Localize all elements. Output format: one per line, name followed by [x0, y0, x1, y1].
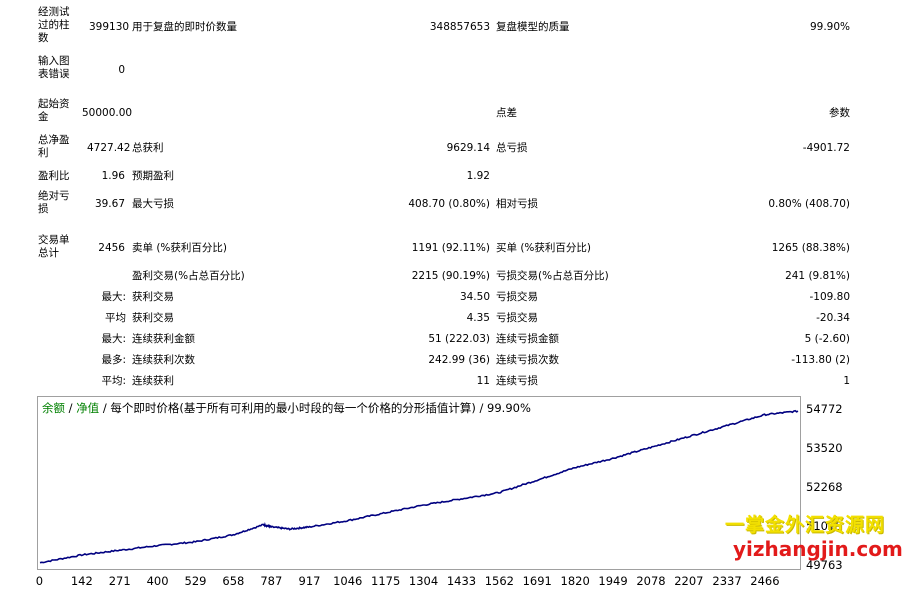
profit-factor-label: 盈利比	[38, 170, 70, 182]
spread-label: 点差	[496, 107, 517, 119]
x-tick-label: 658	[222, 574, 245, 588]
win-trades-value: 2215 (90.19%)	[411, 270, 490, 282]
gross-profit-label: 总获利	[132, 142, 164, 154]
chart-legend: 余额 / 净值 / 每个即时价格(基于所有可利用的最小时段的每一个价格的分形插值…	[42, 400, 531, 416]
y-tick-label: 52268	[806, 480, 843, 494]
stat-row-value: 51 (222.03)	[428, 333, 490, 345]
net-profit-label: 总净盈利	[38, 134, 70, 159]
legend-balance: 余额	[42, 401, 65, 415]
stat-row-label: 亏损交易	[496, 312, 538, 324]
x-tick-label: 1433	[446, 574, 477, 588]
legend-equity: 净值	[76, 401, 100, 415]
stat-row-prefix: 最大:	[101, 291, 126, 303]
x-tick-label: 2337	[712, 574, 742, 588]
y-tick-label: 49763	[806, 558, 843, 572]
long-trades-label: 买单 (%获利百分比)	[496, 242, 592, 254]
y-tick-label: 53520	[806, 441, 843, 455]
short-trades-label: 卖单 (%获利百分比)	[132, 242, 228, 254]
short-trades-value: 1191 (92.11%)	[411, 242, 490, 254]
deposit-label: 起始资金	[38, 98, 70, 123]
stat-row-label: 亏损交易	[496, 291, 538, 303]
payoff-value: 1.92	[466, 170, 490, 182]
payoff-label: 预期盈利	[132, 170, 174, 182]
rel-drawdown-label: 相对亏损	[496, 198, 538, 210]
stat-row-label: 连续获利金额	[132, 333, 195, 345]
stat-row-prefix: 平均:	[101, 375, 126, 387]
x-tick-label: 917	[298, 574, 321, 588]
abs-drawdown-label: 绝对亏损	[38, 190, 70, 215]
y-tick-label: 51015	[806, 519, 843, 533]
balance-chart-svg	[39, 409, 799, 564]
x-tick-label: 2466	[750, 574, 780, 588]
bars-value: 399130	[89, 21, 130, 33]
stat-row-label: 连续获利	[132, 375, 174, 387]
stat-row-label: 连续亏损金额	[496, 333, 559, 345]
stat-row-label: 连续亏损次数	[496, 354, 559, 366]
max-drawdown-value: 408.70 (0.80%)	[408, 198, 490, 210]
x-tick-label: 529	[184, 574, 207, 588]
deposit-value: 50000.00	[82, 107, 133, 119]
errors-label: 输入图表错误	[38, 55, 70, 80]
total-trades-label: 交易单总计	[38, 234, 70, 259]
balance-line	[39, 409, 799, 564]
stat-row-value: 11	[476, 375, 490, 387]
x-tick-label: 1304	[408, 574, 439, 588]
stat-row-value: -20.34	[816, 312, 850, 324]
net-profit-value: 4727.42	[87, 142, 131, 154]
profit-factor-value: 1.96	[101, 170, 125, 182]
legend-description: / 每个即时价格(基于所有可利用的最小时段的每一个价格的分形插值计算) / 99…	[99, 401, 531, 415]
x-tick-label: 787	[260, 574, 283, 588]
stat-row-value: 34.50	[459, 291, 490, 303]
stat-row-value: 4.35	[466, 312, 490, 324]
x-tick-label: 1949	[598, 574, 628, 588]
gross-loss-value: -4901.72	[802, 142, 850, 154]
stat-row-value: -109.80	[809, 291, 850, 303]
x-tick-label: 1562	[484, 574, 514, 588]
stat-row-prefix: 最多:	[101, 354, 126, 366]
x-tick-label: 2207	[674, 574, 704, 588]
x-tick-label: 271	[108, 574, 131, 588]
stat-row-label: 连续亏损	[496, 375, 538, 387]
x-tick-label: 1175	[371, 574, 401, 588]
gross-profit-value: 9629.14	[446, 142, 490, 154]
x-tick-label: 142	[70, 574, 93, 588]
x-tick-label: 2078	[636, 574, 666, 588]
bars-label: 经测试过的柱数	[38, 6, 70, 44]
ticks-value: 348857653	[429, 21, 490, 33]
stat-row-prefix: 平均	[105, 312, 126, 324]
ticks-label: 用于复盘的即时价数量	[132, 21, 237, 33]
stat-row-value: -113.80 (2)	[791, 354, 850, 366]
stat-row-value: 242.99 (36)	[428, 354, 490, 366]
loss-trades-label: 亏损交易(%占总百分比)	[496, 270, 609, 282]
y-tick-label: 54772	[806, 402, 843, 416]
stat-row-label: 获利交易	[132, 312, 174, 324]
stat-row-label: 连续获利次数	[132, 354, 195, 366]
watermark-url: yizhangjin.com	[733, 537, 902, 561]
rel-drawdown-value: 0.80% (408.70)	[768, 198, 850, 210]
x-tick-label: 1046	[333, 574, 363, 588]
x-tick-label: 0	[35, 574, 44, 588]
stat-row-value: 5 (-2.60)	[804, 333, 850, 345]
quality-value: 99.90%	[809, 21, 850, 33]
total-trades-value: 2456	[98, 242, 125, 254]
x-tick-label: 1691	[522, 574, 552, 588]
x-tick-label: 400	[146, 574, 169, 588]
errors-value: 0	[118, 64, 125, 76]
max-drawdown-label: 最大亏损	[132, 198, 174, 210]
x-tick-label: 1820	[560, 574, 590, 588]
params-label: 参数	[829, 107, 850, 119]
watermark-title: 一掌金外汇资源网	[725, 514, 886, 536]
gross-loss-label: 总亏损	[496, 142, 528, 154]
stat-row-prefix: 最大:	[101, 333, 126, 345]
loss-trades-value: 241 (9.81%)	[785, 270, 850, 282]
stat-row-value: 1	[843, 375, 850, 387]
win-trades-label: 盈利交易(%占总百分比)	[132, 270, 245, 282]
legend-separator: /	[65, 401, 77, 415]
balance-chart: 余额 / 净值 / 每个即时价格(基于所有可利用的最小时段的每一个价格的分形插值…	[37, 396, 801, 570]
long-trades-value: 1265 (88.38%)	[771, 242, 850, 254]
quality-label: 复盘模型的质量	[496, 21, 570, 33]
stat-row-label: 获利交易	[132, 291, 174, 303]
abs-drawdown-value: 39.67	[94, 198, 125, 210]
